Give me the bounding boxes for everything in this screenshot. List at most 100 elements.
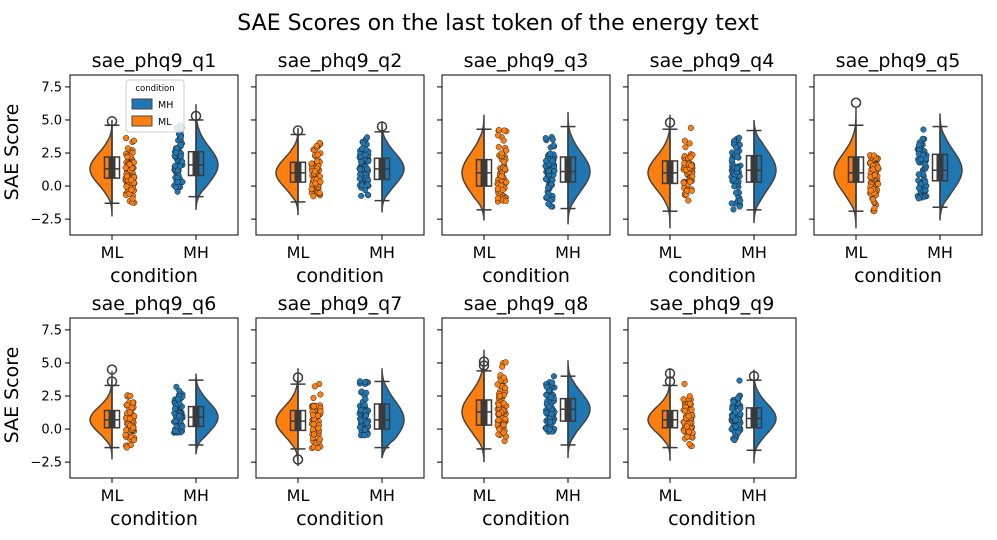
strip-point-ml (127, 392, 134, 399)
strip-point-ml (495, 127, 502, 134)
axes-frame (69, 317, 239, 479)
strip-point-ml (502, 359, 509, 366)
strip-point-mh (176, 163, 183, 170)
strip-point-mh (548, 410, 555, 417)
strip-point-ml (686, 140, 693, 147)
strip-point-mh (543, 383, 550, 390)
strip-point-ml (310, 431, 317, 438)
outlier-ml (850, 97, 862, 109)
strip-point-ml (498, 150, 505, 157)
legend-swatch-mh (131, 98, 153, 110)
x-tick-label: MH (741, 486, 767, 505)
strip-point-mh (177, 141, 184, 148)
figure-suptitle: SAE Scores on the last token of the ener… (237, 11, 759, 36)
strip-point-mh (176, 413, 183, 420)
strip-point-ml (124, 154, 131, 161)
strip-point-ml (500, 158, 507, 165)
violin-ml (275, 368, 299, 467)
box-inner-mh (192, 151, 200, 176)
outlier-ml (292, 454, 304, 465)
strip-point-mh (730, 399, 737, 406)
subplot-8: sae_phq9_q8 ML MH condition (437, 293, 611, 530)
strip-point-mh (543, 409, 550, 416)
x-tick-label: ML (101, 243, 124, 262)
legend-label-ml: ML (158, 117, 172, 128)
x-axis-label: condition (668, 265, 756, 287)
y-tick-label: 0.0 (41, 423, 62, 438)
strip-point-ml (494, 381, 501, 388)
strip-point-ml (131, 413, 138, 420)
strip-point-ml (869, 196, 876, 203)
strip-point-ml (123, 173, 131, 180)
strip-point-mh (364, 191, 371, 199)
strip-point-ml (314, 151, 321, 158)
legend-label-mh: MH (158, 100, 173, 111)
strip-point-ml (312, 168, 319, 175)
strip-point-ml (130, 137, 138, 144)
strip-point-mh (542, 157, 550, 164)
subplot-6: sae_phq9_q6 ML MH −2.5 0.0 2.5 5.0 7.5 condition (30, 293, 239, 530)
subplot-7: sae_phq9_q7 ML MH condition (251, 293, 425, 530)
outlier-ml (664, 376, 676, 387)
subplot-title: sae_phq9_q9 (650, 293, 775, 315)
strip-point-mh (361, 426, 369, 433)
strip-point-mh (736, 134, 743, 141)
strip-point-mh (733, 144, 740, 151)
strip-point-ml (317, 178, 324, 185)
strip-point-mh (361, 401, 368, 408)
strip-point-ml (123, 134, 130, 142)
strip-point-mh (363, 389, 370, 396)
strip-point-ml (310, 403, 317, 410)
strip-point-ml (871, 205, 878, 212)
strip-point-ml (687, 178, 694, 185)
violin-mh (753, 119, 777, 224)
subplot-grid: sae_phq9_q1 ML MH −2.5 0.0 2.5 5.0 7.5 condition… (30, 50, 983, 530)
x-tick-label: MH (555, 243, 581, 262)
strip-point-mh (358, 192, 365, 199)
strip-point-ml (501, 166, 509, 173)
subplot-4: sae_phq9_q4 ML MH condition (623, 50, 797, 287)
legend-title: condition (135, 84, 174, 94)
subplot-title: sae_phq9_q2 (278, 50, 403, 72)
violin-ml (89, 119, 113, 217)
x-axis-label: condition (296, 265, 384, 287)
strip-point-mh (362, 412, 369, 419)
strip-point-mh (545, 167, 552, 175)
strip-point-ml (500, 421, 507, 428)
strip-point-ml (503, 179, 510, 186)
strip-point-mh (728, 157, 735, 164)
strip-point-ml (682, 144, 689, 151)
y-tick-label: 2.5 (41, 147, 62, 162)
strip-point-mh (177, 133, 184, 140)
x-tick-label: MH (369, 486, 395, 505)
strip-point-mh (362, 187, 369, 194)
strip-point-mh (915, 185, 923, 192)
strip-point-mh (542, 176, 549, 183)
subplot-title: sae_phq9_q5 (836, 50, 961, 72)
y-tick-label: 5.0 (41, 113, 62, 128)
strip-point-mh (733, 165, 740, 172)
strip-point-mh (362, 396, 369, 403)
x-tick-label: MH (369, 243, 395, 262)
y-tick-label: −2.5 (30, 456, 62, 471)
strip-point-mh (734, 153, 741, 160)
strip-point-ml (126, 409, 133, 416)
strip-point-mh (547, 394, 554, 401)
strip-point-ml (317, 391, 324, 398)
strip-point-mh (364, 134, 371, 141)
axes-frame (441, 317, 611, 479)
strip-point-mh (737, 411, 744, 418)
strip-point-mh (728, 200, 735, 207)
x-tick-label: MH (927, 243, 953, 262)
outlier-ml (478, 356, 490, 367)
x-tick-label: ML (659, 243, 682, 262)
strip-point-mh (732, 189, 740, 196)
strip-point-ml (688, 162, 695, 169)
violin-ml (89, 370, 113, 460)
strip-point-mh (545, 184, 552, 191)
outlier-mh (190, 110, 202, 122)
x-tick-label: ML (287, 243, 310, 262)
strip-point-ml (499, 363, 506, 370)
strip-point-ml (500, 374, 507, 381)
strip-point-mh (550, 142, 557, 149)
